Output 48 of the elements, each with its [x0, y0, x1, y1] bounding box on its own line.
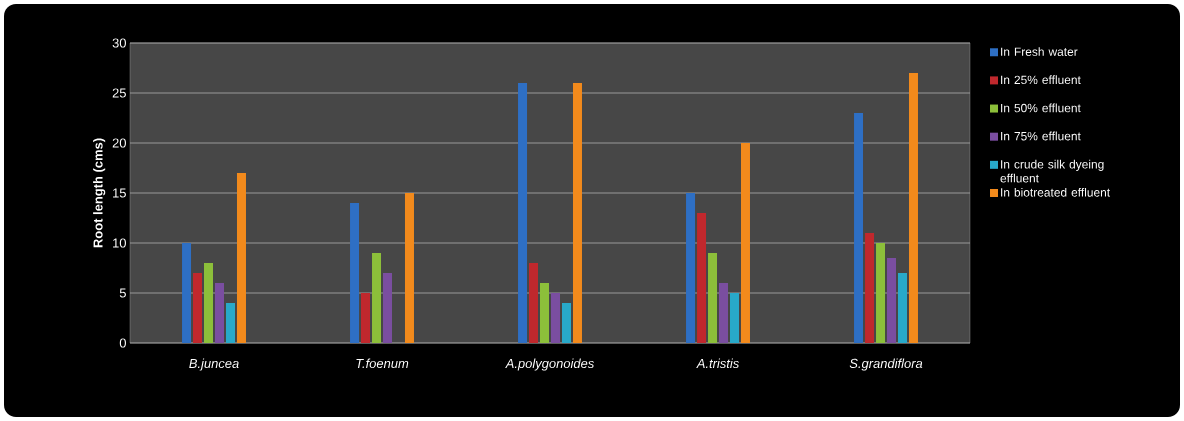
- bar: [551, 293, 561, 343]
- x-tick-label: A.tristis: [696, 358, 739, 369]
- y-tick-label: 20: [112, 138, 126, 148]
- legend-label: In 75% effluent: [1001, 131, 1081, 141]
- bar: [350, 203, 360, 343]
- bar: [708, 253, 718, 343]
- bar: [572, 83, 582, 343]
- legend-label: In crude silk dyeing effluent: [1000, 159, 1104, 183]
- x-tick-label: A.polygonoides: [505, 358, 594, 371]
- bar: [226, 303, 235, 343]
- bar: [529, 263, 539, 343]
- legend-label: In biotreated effluent: [1001, 187, 1111, 197]
- legend-label: In Fresh water: [1001, 47, 1078, 56]
- y-tick-label: 30: [112, 38, 126, 48]
- bar: [383, 273, 393, 343]
- bar: [697, 213, 707, 343]
- bar: [361, 293, 371, 343]
- y-tick-label: 10: [113, 238, 126, 248]
- y-tick-label: 5: [119, 288, 126, 298]
- legend-label: In 25% effluent: [1001, 75, 1081, 85]
- bar: [204, 263, 214, 343]
- bar: [887, 258, 897, 343]
- bar: [908, 73, 918, 343]
- bar: [876, 243, 886, 343]
- bar: [372, 253, 382, 343]
- y-axis-title: Root length (cms): [93, 138, 106, 248]
- bar: [215, 283, 225, 343]
- legend-label: In 50% effluent: [1001, 103, 1081, 113]
- bar: [404, 193, 414, 343]
- bar: [540, 283, 550, 343]
- bar: [865, 233, 875, 343]
- bar: [562, 303, 571, 343]
- bar: [193, 273, 203, 343]
- y-tick-label: 15: [113, 188, 126, 198]
- x-tick-label: B.juncea: [189, 358, 239, 371]
- y-tick-label: 25: [112, 88, 126, 98]
- bar: [730, 293, 739, 343]
- bar: [518, 83, 528, 343]
- bar: [236, 173, 246, 343]
- bar: [686, 193, 696, 343]
- bar: [854, 113, 864, 343]
- x-tick-label: S.grandiflora: [849, 358, 923, 371]
- x-tick-label: T.foenum: [356, 358, 409, 369]
- bar: [719, 283, 729, 343]
- bar: [898, 273, 907, 343]
- bar: [740, 143, 750, 343]
- bar: [182, 243, 192, 343]
- y-tick-label: 0: [119, 338, 126, 348]
